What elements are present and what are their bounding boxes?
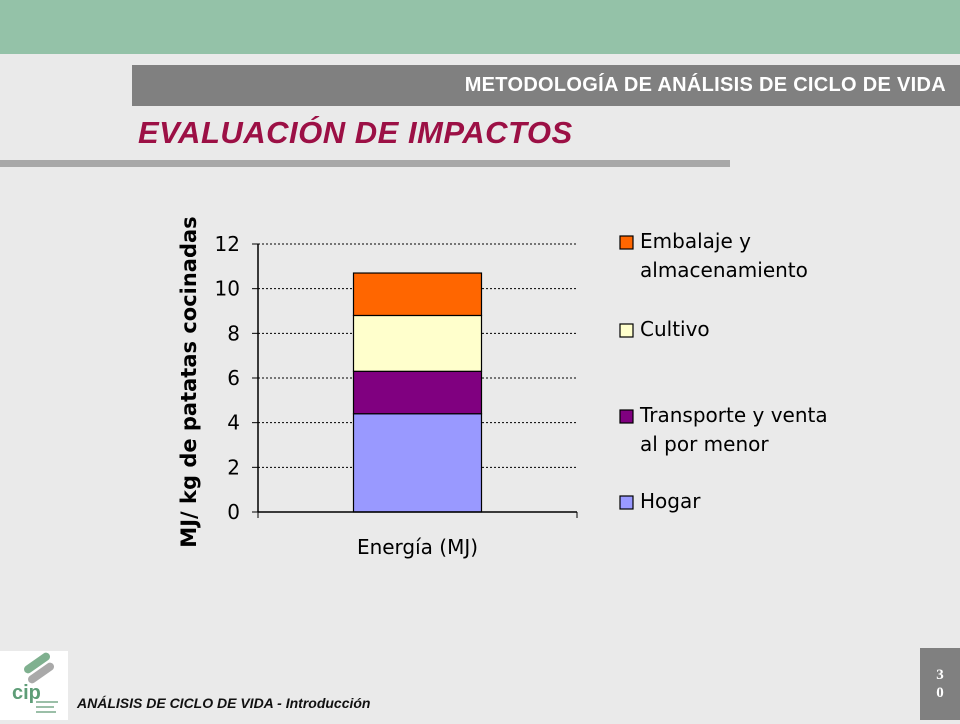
y-axis-title: MJ/ kg de patatas cocinadas xyxy=(177,216,201,547)
y-tick-label: 12 xyxy=(215,232,240,256)
top-decor-bar xyxy=(0,0,960,54)
section-title: METODOLOGÍA DE ANÁLISIS DE CICLO DE VIDA xyxy=(464,74,946,96)
page-title: EVALUACIÓN DE IMPACTOS xyxy=(138,115,573,150)
bar-segment xyxy=(352,370,483,415)
bar-segment xyxy=(352,314,483,372)
legend-label: Hogar xyxy=(640,489,701,513)
legend-swatch xyxy=(619,323,634,338)
page-number-digit: 0 xyxy=(936,684,944,701)
svg-text:cip: cip xyxy=(12,682,41,704)
y-tick-label: 8 xyxy=(227,321,240,345)
bar-segment xyxy=(352,272,483,317)
cip-logo-icon: cip xyxy=(12,652,58,713)
title-underline xyxy=(0,160,730,167)
legend-swatch xyxy=(619,235,634,250)
y-tick-label: 6 xyxy=(227,366,240,390)
page-number: 3 0 xyxy=(920,648,960,720)
y-tick-label: 4 xyxy=(227,411,240,435)
page-number-digit: 3 xyxy=(936,666,944,683)
header-band: METODOLOGÍA DE ANÁLISIS DE CICLO DE VIDA xyxy=(132,65,960,106)
y-tick-label: 0 xyxy=(227,500,240,524)
y-tick-label: 10 xyxy=(215,277,240,301)
legend-label: al por menor xyxy=(640,432,769,456)
y-tick-label: 2 xyxy=(227,455,240,479)
bar-segment xyxy=(352,413,483,513)
legend-swatch xyxy=(619,495,634,510)
legend-label: almacenamiento xyxy=(640,258,808,282)
x-category-label: Energía (MJ) xyxy=(357,535,478,559)
cip-logo: cip xyxy=(0,651,68,720)
legend-label: Embalaje y xyxy=(640,229,751,253)
legend-swatch xyxy=(619,409,634,424)
footer-caption: ANÁLISIS DE CICLO DE VIDA - Introducción xyxy=(77,695,371,711)
legend-label: Transporte y venta xyxy=(639,403,828,427)
legend-label: Cultivo xyxy=(640,317,710,341)
